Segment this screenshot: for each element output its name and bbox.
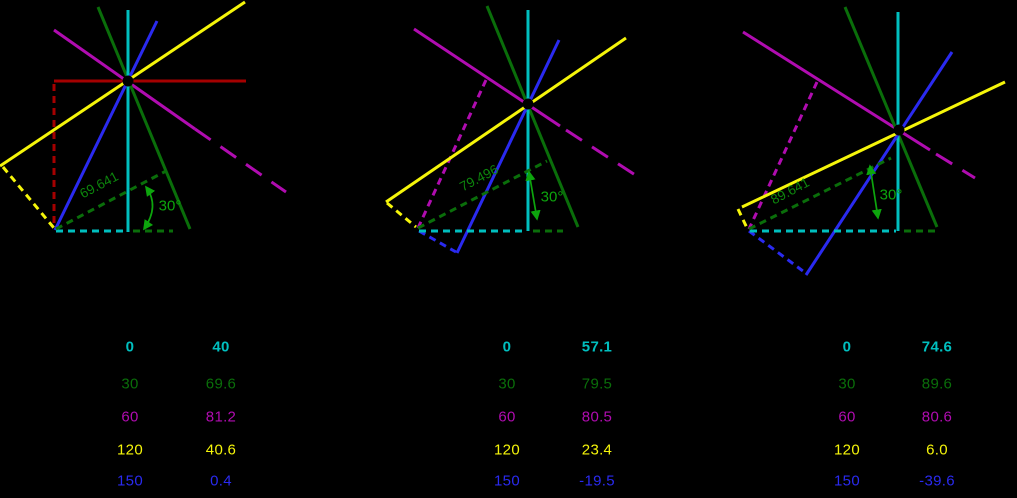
gauge-reading-cell: 80.6 — [921, 408, 953, 426]
gauge-reading-cell: 23.4 — [581, 441, 613, 459]
gauge-30-line — [96, 6, 192, 230]
gauge-reading-cell: 6.0 — [926, 441, 948, 459]
reading-dashed-green — [55, 169, 167, 231]
gauge-angle-cell: 150 — [494, 472, 520, 490]
rosette-panel-1: 69.641 30° 0 40 30 69.6 60 81.2 120 40.6 150 0.4 — [0, 0, 340, 498]
angle-arc-arrow — [866, 164, 882, 220]
gauge-60-line-far — [194, 127, 287, 194]
gauge-150-line — [455, 39, 561, 254]
gauge-60-drop-dashed — [416, 79, 488, 229]
gauge-120-drop-dashed — [386, 201, 417, 229]
gauge-150-drop-dashed — [748, 229, 808, 276]
rosette-panel-3-diagram: 89.641 30° — [736, 6, 1006, 276]
gauge-angle-cell: 120 — [494, 441, 520, 459]
gauge-120-line — [385, 36, 627, 204]
gauge-angle-cell: 60 — [498, 408, 516, 426]
gauge-angle-cell: 30 — [121, 375, 139, 393]
gauge-reading-cell: 69.6 — [205, 375, 237, 393]
angle-degree-label: 30° — [159, 198, 182, 215]
angle-degree-label: 30° — [541, 189, 564, 206]
gauge-150-drop-dashed — [418, 229, 457, 254]
gauge-angle-cell: 30 — [838, 375, 856, 393]
rosette-center-dot — [522, 98, 534, 110]
gauge-30-line — [843, 6, 939, 228]
gauge-angle-cell: 30 — [498, 375, 516, 393]
gauge-reading-cell: 74.6 — [921, 338, 953, 356]
rosette-panel-2: 79.496 30° 0 57.1 30 79.5 60 80.5 120 23.4 150 -19.… — [340, 0, 680, 498]
gauge-120-drop-dashed — [1, 166, 56, 229]
gauge-angle-cell: 0 — [842, 338, 852, 356]
gauge-reading-cell: 80.5 — [581, 408, 613, 426]
gauge-reading-cell: 0.4 — [210, 472, 232, 490]
gauge-angle-cell: 120 — [117, 441, 143, 459]
gauge-angle-cell: 60 — [121, 408, 139, 426]
gauge-angle-cell: 120 — [834, 441, 860, 459]
gauge-reading-cell: 79.5 — [581, 375, 613, 393]
gauge-angle-cell: 150 — [117, 472, 143, 490]
rosette-panel-3: 89.641 30° 0 74.6 30 89.6 60 80.6 120 6.0 150 -39.6 — [680, 0, 1017, 498]
gauge-reading-cell: 40.6 — [205, 441, 237, 459]
gauge-120-line — [0, 0, 246, 168]
rosette-center-dot — [122, 75, 134, 87]
gauge-120-drop-dashed — [736, 208, 749, 229]
gauge-angle-cell: 150 — [834, 472, 860, 490]
gauge-120-line — [741, 80, 1006, 209]
gauge-150-line — [53, 20, 159, 231]
gauge-angle-cell: 0 — [125, 338, 135, 356]
gauge-60-line-far — [935, 152, 976, 180]
angle-arc-arrow — [143, 185, 156, 231]
gauge-reading-cell: 81.2 — [205, 408, 237, 426]
angle-degree-label: 30° — [880, 187, 903, 204]
gauge-reading-cell: 57.1 — [581, 338, 613, 356]
gauge-angle-cell: 60 — [838, 408, 856, 426]
gauge-reading-cell: -19.5 — [579, 472, 615, 490]
gauge-reading-cell: 40 — [212, 338, 230, 356]
angle-arc-arrow — [525, 170, 541, 221]
gauge-60-drop-dashed — [747, 81, 819, 230]
rosette-center-dot — [893, 124, 905, 136]
gauge-30-line — [485, 5, 580, 228]
gauge-reading-cell: -39.6 — [919, 472, 955, 490]
gauge-60-line — [413, 27, 561, 128]
gauge-reading-cell: 89.6 — [921, 375, 953, 393]
gauge-angle-cell: 0 — [502, 338, 512, 356]
gauge-60-line-far — [565, 128, 644, 182]
